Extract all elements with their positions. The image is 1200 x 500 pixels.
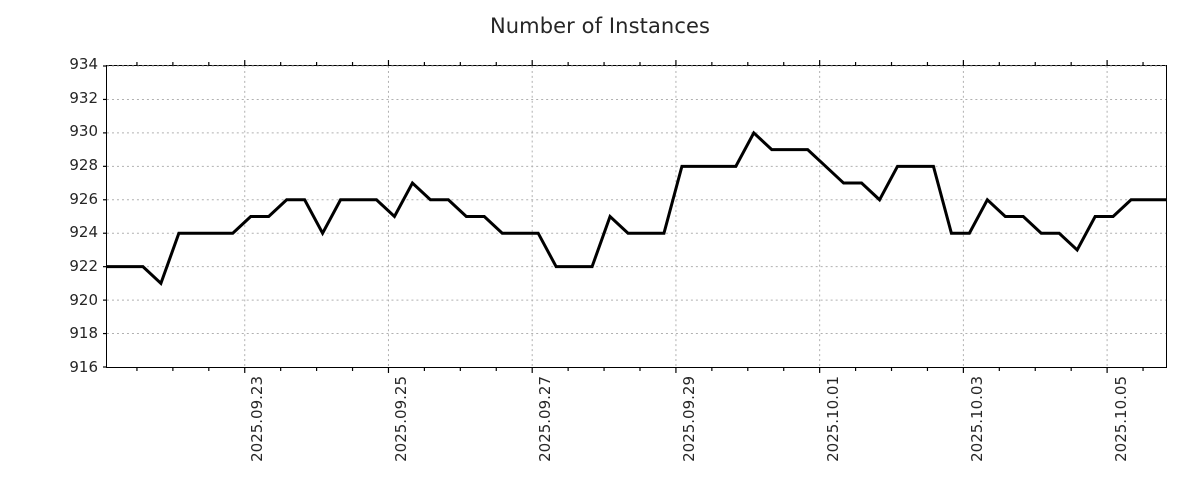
x-axis-tick-label: 2025.09.29 bbox=[680, 376, 698, 462]
x-axis-tick-label: 2025.09.23 bbox=[248, 376, 266, 462]
y-axis-tick-label: 920 bbox=[69, 290, 98, 309]
data-series-line bbox=[107, 66, 1166, 367]
series-line-instances bbox=[107, 133, 1166, 284]
x-axis-tick-labels: 2025.09.23 2025.09.25 2025.09.27 2025.09.29… bbox=[106, 368, 1167, 498]
page-title: Number of Instances bbox=[489, 14, 711, 38]
x-axis-tick-label: 2025.10.01 bbox=[824, 376, 842, 462]
y-axis-tick-label: 932 bbox=[69, 88, 98, 107]
x-axis-tick-label: 2025.10.03 bbox=[968, 376, 986, 462]
y-axis-tick-label: 934 bbox=[69, 55, 98, 73]
y-axis-tick-label: 926 bbox=[69, 189, 98, 208]
y-axis-tick-label: 930 bbox=[69, 122, 98, 141]
x-axis-tick-label: 2025.09.27 bbox=[536, 376, 554, 462]
y-axis-tick-label: 916 bbox=[69, 358, 98, 376]
y-axis-tick-label: 922 bbox=[69, 257, 98, 275]
y-axis-tick-label: 918 bbox=[69, 324, 98, 343]
y-axis-tick-label: 928 bbox=[69, 156, 98, 174]
x-axis-tick-label: 2025.10.05 bbox=[1112, 376, 1130, 462]
x-axis-tick-label: 2025.09.25 bbox=[392, 376, 410, 462]
y-axis-tick-labels: 916 918 920 922 924 926 928 930 932 934 bbox=[48, 57, 98, 375]
y-axis-tick-label: 924 bbox=[69, 223, 98, 242]
plot-area bbox=[103, 60, 1167, 373]
